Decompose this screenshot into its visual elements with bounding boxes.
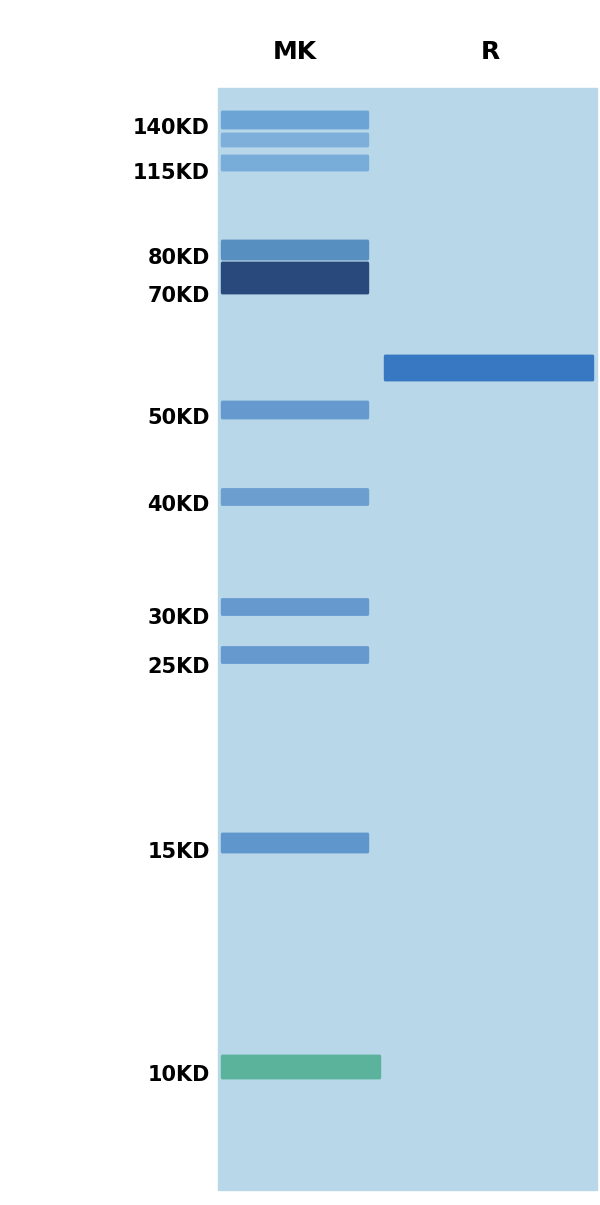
Text: 10KD: 10KD: [148, 1065, 210, 1084]
Text: 115KD: 115KD: [133, 163, 210, 183]
Text: 25KD: 25KD: [148, 657, 210, 677]
Text: 15KD: 15KD: [148, 842, 210, 862]
Text: 40KD: 40KD: [148, 495, 210, 515]
Text: 80KD: 80KD: [148, 248, 210, 268]
Text: 50KD: 50KD: [148, 408, 210, 428]
Text: MK: MK: [273, 40, 317, 64]
Text: 140KD: 140KD: [133, 118, 210, 139]
Text: 30KD: 30KD: [148, 609, 210, 628]
Text: R: R: [481, 40, 500, 64]
Text: 70KD: 70KD: [148, 286, 210, 306]
